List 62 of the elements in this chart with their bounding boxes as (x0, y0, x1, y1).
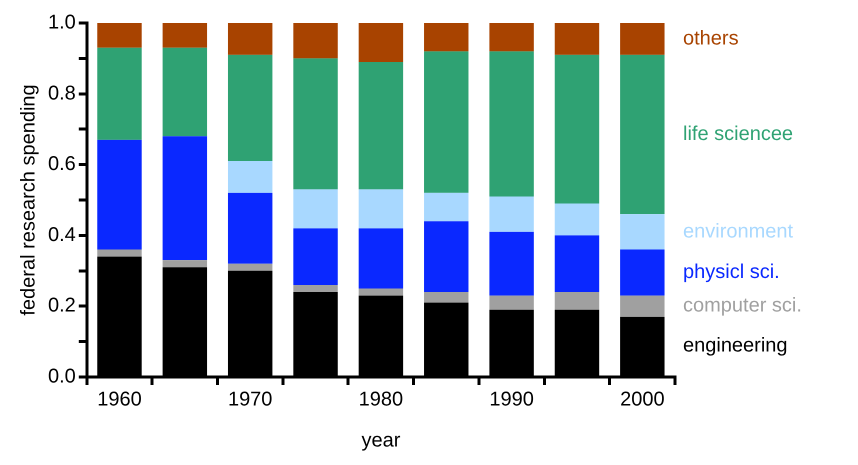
bar (489, 232, 534, 296)
bar (358, 228, 404, 288)
bar (358, 288, 404, 296)
bar (424, 23, 468, 52)
bar (358, 62, 404, 190)
bar (162, 260, 208, 268)
bar (554, 23, 600, 55)
series-label: life sciencee (683, 123, 794, 146)
bar (620, 250, 665, 296)
series-label: physicl sci. (683, 261, 780, 284)
bar (97, 48, 142, 140)
y-tick-label: 1.0 (48, 12, 76, 34)
y-tick-label: 0.8 (48, 82, 76, 104)
bar (228, 264, 272, 271)
y-tick-label: 0.4 (48, 224, 76, 246)
y-tick-label: 0.0 (48, 366, 76, 388)
x-tick-label: 2000 (620, 388, 665, 411)
x-tick-label: 1970 (228, 388, 272, 411)
x-axis-title: year (361, 430, 401, 452)
series-label: environment (683, 220, 794, 242)
bar (228, 23, 272, 55)
bar (228, 192, 272, 264)
bar (293, 23, 338, 58)
bar (293, 284, 338, 292)
bar (97, 140, 142, 250)
bar (162, 48, 208, 136)
bar (293, 228, 338, 285)
bar (554, 235, 600, 292)
bar (620, 54, 665, 214)
y-tick-label: 0.6 (48, 153, 76, 176)
bar (489, 296, 534, 310)
bar (162, 136, 208, 260)
bar (554, 292, 600, 310)
bar (358, 23, 404, 62)
bar (489, 51, 534, 196)
bar (293, 189, 338, 228)
bar (424, 221, 468, 292)
bar (424, 192, 468, 222)
bar (489, 196, 534, 232)
x-tick-label: 1990 (489, 388, 534, 411)
series-label: others (683, 27, 739, 50)
x-tick-label: 1960 (97, 388, 142, 411)
bar (620, 214, 665, 250)
bar (554, 54, 600, 204)
bar (97, 250, 142, 257)
bar (554, 204, 600, 236)
y-tick-label: 0.2 (48, 294, 76, 317)
bar (424, 51, 468, 193)
series-label: engineering (683, 334, 788, 357)
y-axis-title: federal research spending (18, 84, 40, 316)
bar (489, 23, 534, 52)
series-label: computer sci. (683, 294, 802, 317)
bar (358, 189, 404, 228)
bar (162, 23, 208, 48)
bar (620, 296, 665, 317)
bar (97, 23, 142, 48)
x-tick-label: 1980 (358, 388, 404, 411)
bar (228, 54, 272, 162)
bar (228, 161, 272, 193)
bar (293, 58, 338, 190)
bar (424, 292, 468, 303)
bar (620, 23, 665, 55)
